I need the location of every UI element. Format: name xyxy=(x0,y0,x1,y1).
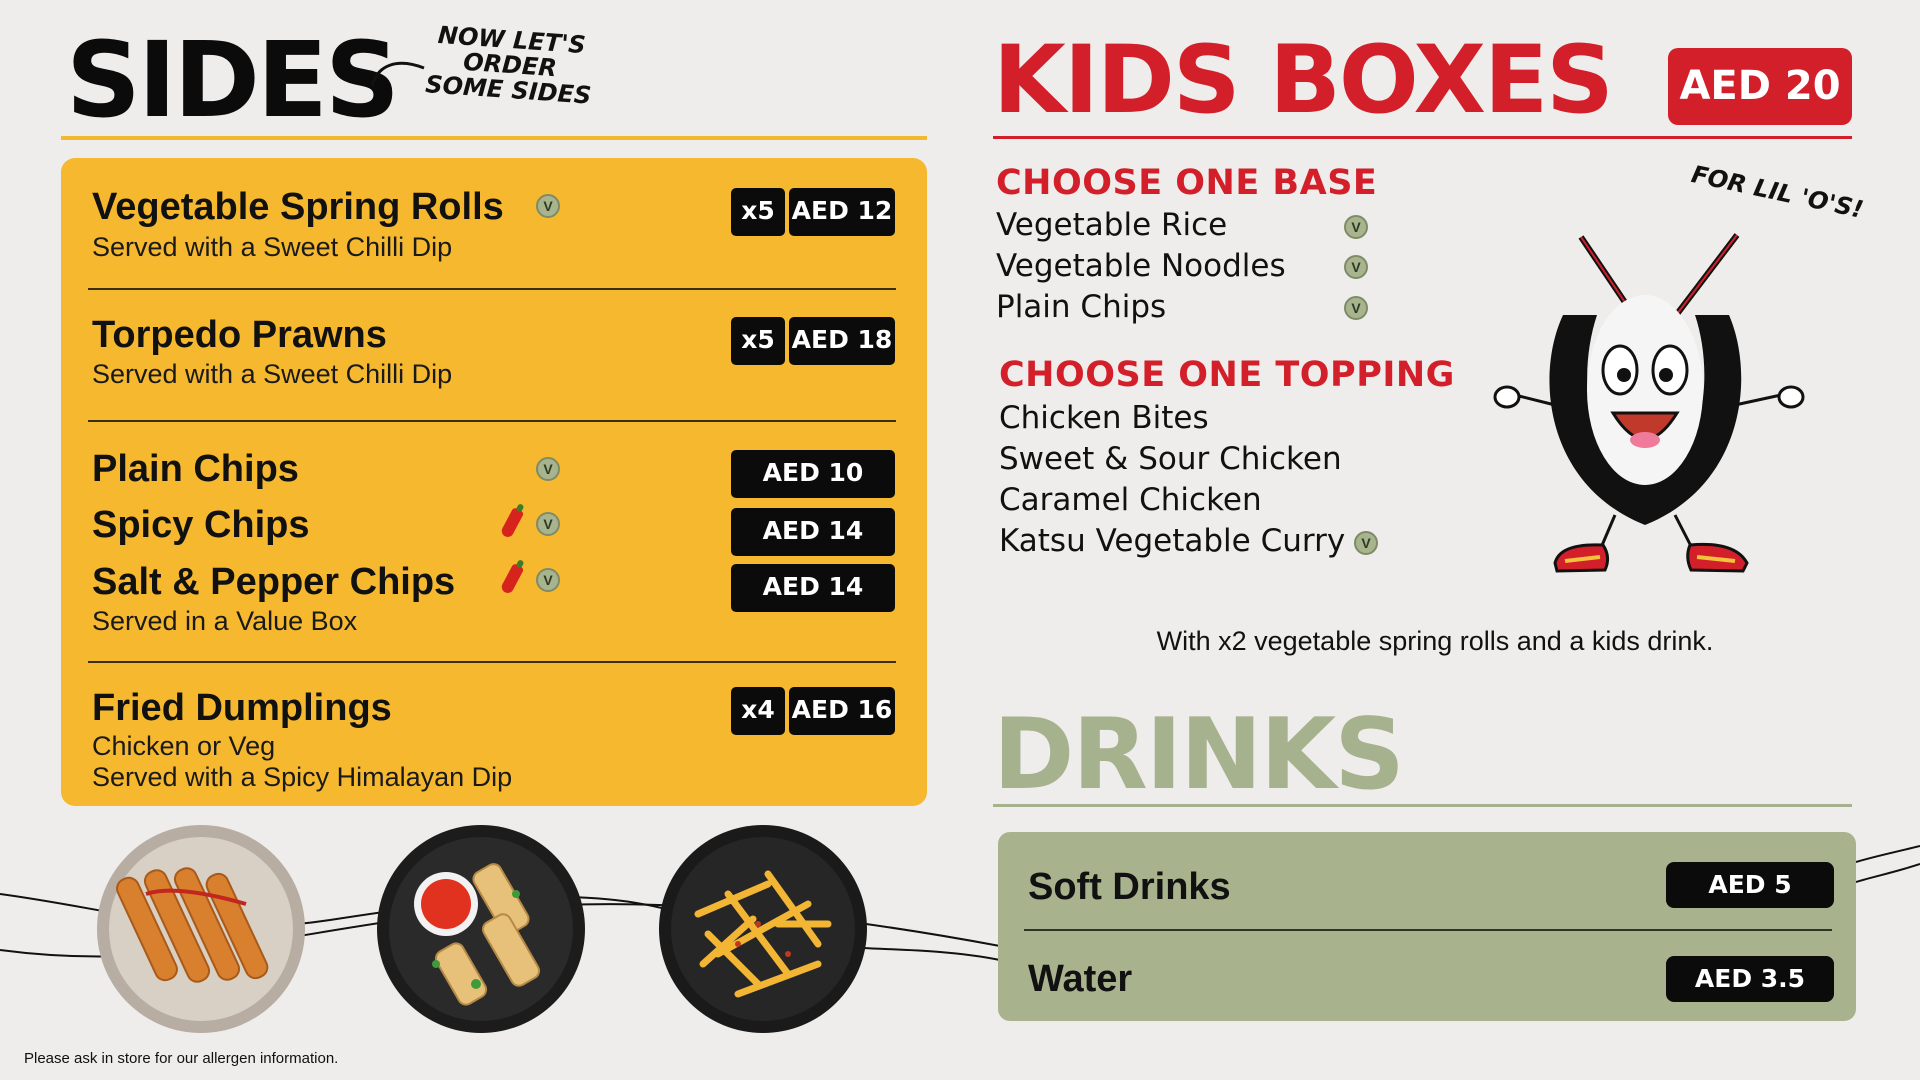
item-name-fried-dumplings: Fried Dumplings xyxy=(92,687,392,729)
mascot-illustration xyxy=(1493,233,1805,573)
item-name-torpedo-prawns: Torpedo Prawns xyxy=(92,314,387,356)
vegetarian-icon: V xyxy=(1354,531,1378,555)
item-desc: Served with a Sweet Chilli Dip xyxy=(92,232,453,262)
item-price-tag: AED 16 xyxy=(789,687,895,735)
item-price-tag: AED 12 xyxy=(789,188,895,236)
drink-name-soft-drinks: Soft Drinks xyxy=(1028,866,1231,908)
kids-divider-rule xyxy=(993,136,1852,139)
mascot-caption: FOR LIL 'O'S! xyxy=(1688,160,1866,224)
item-name-vegetable-spring-rolls: Vegetable Spring Rolls xyxy=(92,186,504,228)
vegetarian-icon: V xyxy=(536,568,560,592)
topping-option: Caramel Chicken xyxy=(999,482,1262,518)
item-price-tag: AED 10 xyxy=(731,450,895,498)
drink-divider xyxy=(1024,929,1832,931)
item-desc: Chicken or Veg xyxy=(92,731,276,761)
vegetarian-icon: V xyxy=(1344,215,1368,239)
drink-price-tag: AED 5 xyxy=(1666,862,1834,908)
item-desc: Served with a Sweet Chilli Dip xyxy=(92,359,453,389)
item-name-plain-chips: Plain Chips xyxy=(92,448,299,490)
item-divider xyxy=(88,661,896,663)
sides-title: SIDES xyxy=(66,19,400,141)
choose-topping-heading: CHOOSE ONE TOPPING xyxy=(999,355,1455,395)
vegetarian-icon: V xyxy=(1344,255,1368,279)
choose-base-heading: CHOOSE ONE BASE xyxy=(996,163,1378,203)
item-qty-tag: x4 xyxy=(731,687,785,735)
item-name-salt-pepper-chips: Salt & Pepper Chips xyxy=(92,561,456,603)
item-qty-tag: x5 xyxy=(731,317,785,365)
vegetarian-icon: V xyxy=(536,194,560,218)
vegetarian-icon: V xyxy=(1344,296,1368,320)
vegetarian-icon: V xyxy=(536,512,560,536)
item-price-tag: AED 14 xyxy=(731,564,895,612)
decorative-wave-lines-right xyxy=(1856,845,1920,883)
drink-price-tag: AED 3.5 xyxy=(1666,956,1834,1002)
kids-boxes-title: KIDS BOXES xyxy=(993,26,1614,135)
spring-rolls-photo xyxy=(377,825,585,1033)
kids-box-note: With x2 vegetable spring rolls and a kid… xyxy=(1156,626,1714,656)
item-name-spicy-chips: Spicy Chips xyxy=(92,504,310,546)
torpedo-prawns-photo xyxy=(97,825,305,1033)
base-option: Plain Chips xyxy=(996,289,1167,325)
topping-option: Katsu Vegetable Curry xyxy=(999,523,1346,559)
sides-tagline: NOW LET'S ORDER SOME SIDES xyxy=(424,20,593,111)
sides-divider-rule xyxy=(61,136,927,140)
tagline-swoosh xyxy=(370,61,425,87)
item-desc-2: Served with a Spicy Himalayan Dip xyxy=(92,762,513,792)
drinks-title: DRINKS xyxy=(993,698,1405,812)
kids-boxes-price: AED 20 xyxy=(1668,48,1852,125)
drink-name-water: Water xyxy=(1028,958,1133,1000)
allergen-note: Please ask in store for our allergen inf… xyxy=(24,1050,339,1067)
topping-option: Chicken Bites xyxy=(999,400,1209,436)
vegetarian-icon: V xyxy=(536,457,560,481)
item-qty-tag: x5 xyxy=(731,188,785,236)
item-desc: Served in a Value Box xyxy=(92,606,358,636)
drinks-divider-rule xyxy=(993,804,1852,807)
base-option: Vegetable Rice xyxy=(996,207,1228,243)
base-option: Vegetable Noodles xyxy=(996,248,1286,284)
item-price-tag: AED 14 xyxy=(731,508,895,556)
item-divider xyxy=(88,288,896,290)
spicy-chips-photo xyxy=(659,825,867,1033)
topping-option: Sweet & Sour Chicken xyxy=(999,441,1342,477)
item-price-tag: AED 18 xyxy=(789,317,895,365)
item-divider xyxy=(88,420,896,422)
